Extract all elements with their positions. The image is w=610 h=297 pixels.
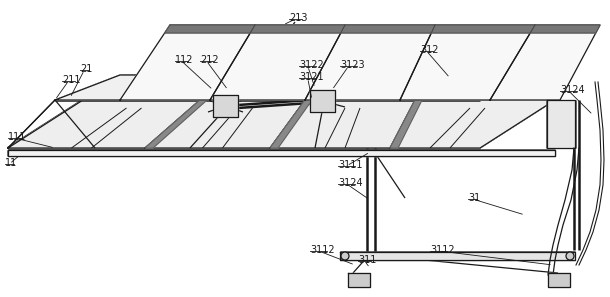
Polygon shape <box>431 25 535 33</box>
Polygon shape <box>348 273 370 287</box>
Polygon shape <box>530 25 600 33</box>
Text: 3123: 3123 <box>340 60 365 70</box>
Polygon shape <box>270 100 415 148</box>
Polygon shape <box>8 100 200 148</box>
Polygon shape <box>8 100 555 148</box>
Text: 212: 212 <box>200 55 218 65</box>
Polygon shape <box>390 100 555 148</box>
Text: 3112: 3112 <box>310 245 335 255</box>
Polygon shape <box>250 25 345 33</box>
Text: 3121: 3121 <box>299 72 324 82</box>
Polygon shape <box>310 90 335 112</box>
Circle shape <box>566 252 574 260</box>
Polygon shape <box>213 95 238 117</box>
Text: 111: 111 <box>8 132 26 142</box>
Polygon shape <box>145 100 207 148</box>
Polygon shape <box>8 150 555 156</box>
Polygon shape <box>55 75 545 100</box>
Text: 11: 11 <box>5 158 17 168</box>
Polygon shape <box>305 25 435 100</box>
Text: 3111: 3111 <box>338 160 362 170</box>
Text: 3124: 3124 <box>560 85 584 95</box>
Text: 311: 311 <box>358 255 376 265</box>
Text: 3124: 3124 <box>338 178 362 188</box>
Polygon shape <box>490 25 600 100</box>
Polygon shape <box>340 252 575 260</box>
Text: 21: 21 <box>80 64 92 74</box>
Polygon shape <box>548 273 570 287</box>
Polygon shape <box>120 25 255 100</box>
Text: 3122: 3122 <box>299 60 324 70</box>
Text: 3112: 3112 <box>430 245 454 255</box>
Text: 112: 112 <box>175 55 193 65</box>
Polygon shape <box>165 25 255 33</box>
Polygon shape <box>270 100 312 148</box>
Polygon shape <box>400 25 535 100</box>
Polygon shape <box>390 100 422 148</box>
Polygon shape <box>547 100 575 148</box>
Polygon shape <box>341 25 435 33</box>
Polygon shape <box>145 100 305 148</box>
Text: 211: 211 <box>62 75 81 85</box>
Circle shape <box>341 252 349 260</box>
Polygon shape <box>210 25 345 100</box>
Text: 31: 31 <box>468 193 480 203</box>
Text: 213: 213 <box>289 13 307 23</box>
Text: 312: 312 <box>420 45 439 55</box>
